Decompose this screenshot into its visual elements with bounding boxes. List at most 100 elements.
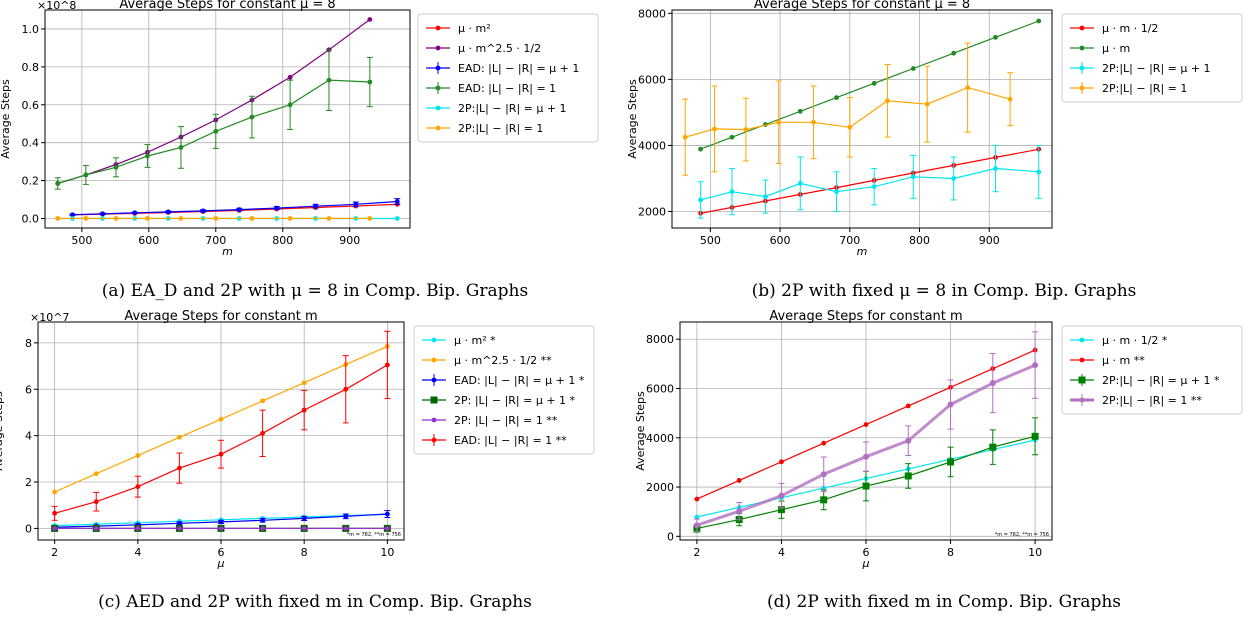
data-point xyxy=(218,525,224,531)
legend-label: 2P:|L| − |R| = 1 ** xyxy=(1102,394,1202,407)
data-point xyxy=(736,508,743,515)
data-point xyxy=(989,380,996,387)
legend-marker xyxy=(431,357,437,363)
legend-box xyxy=(413,325,595,455)
x-tick-label: 2 xyxy=(693,546,700,559)
data-point xyxy=(394,216,400,221)
data-point xyxy=(326,216,332,221)
x-tick-label: 800 xyxy=(272,234,293,247)
data-point xyxy=(834,95,839,100)
data-point xyxy=(177,520,182,526)
data-point xyxy=(910,174,916,180)
data-point xyxy=(1007,96,1013,102)
data-point xyxy=(384,362,390,368)
legend-marker xyxy=(1079,337,1085,343)
data-point xyxy=(218,519,224,525)
data-point xyxy=(862,482,870,490)
data-point xyxy=(863,422,869,427)
chart-title: Average Steps for constant m xyxy=(769,309,962,324)
data-point xyxy=(343,513,349,519)
data-point xyxy=(1036,169,1042,175)
legend-label: 2P:|L| − |R| = 1 xyxy=(458,122,543,135)
caption-d: (d) 2P with fixed m in Comp. Bip. Graphs xyxy=(766,592,1122,612)
x-axis-label: μ xyxy=(217,557,225,570)
x-tick-label: 10 xyxy=(380,546,394,559)
caption-a: (a) EA_D and 2P with μ = 8 in Comp. Bip.… xyxy=(101,281,529,301)
y-axis-label: Average Steps xyxy=(634,391,647,471)
data-point xyxy=(93,526,99,531)
legend-label: μ · m ** xyxy=(1102,354,1145,367)
x-tick-label: 900 xyxy=(339,234,360,247)
data-point xyxy=(367,17,373,22)
data-point xyxy=(313,203,318,209)
data-point xyxy=(693,522,700,529)
data-point xyxy=(797,108,803,114)
data-point xyxy=(113,164,119,170)
data-point xyxy=(83,216,89,221)
data-point xyxy=(213,216,219,221)
series-line xyxy=(685,86,1011,138)
data-point xyxy=(135,484,141,490)
data-point xyxy=(871,184,877,190)
data-point xyxy=(343,525,349,531)
chart-title: Average Steps for constant μ = 8 xyxy=(119,0,335,12)
data-point xyxy=(55,181,61,186)
legend-marker xyxy=(430,396,438,404)
data-point xyxy=(113,216,119,221)
data-point xyxy=(165,209,171,215)
data-point xyxy=(100,211,105,217)
y-tick-label: 0.4 xyxy=(22,137,40,150)
data-point xyxy=(301,516,307,521)
y-tick-label: 8000 xyxy=(638,7,666,20)
caption-c: (c) AED and 2P with fixed m in Comp. Bip… xyxy=(98,592,532,612)
data-point xyxy=(1031,432,1039,440)
data-point xyxy=(682,134,688,140)
legend-marker xyxy=(1079,357,1085,363)
legend-marker xyxy=(431,417,437,423)
data-point xyxy=(993,34,998,40)
x-axis-label: m xyxy=(857,245,868,258)
data-point xyxy=(384,511,390,517)
series-line xyxy=(700,167,1039,201)
y-tick-label: 0 xyxy=(667,530,674,543)
x-tick-label: 500 xyxy=(71,234,92,247)
legend-label: μ · m² xyxy=(458,22,491,35)
data-point xyxy=(177,465,182,471)
data-point xyxy=(736,478,742,483)
data-point xyxy=(353,201,359,207)
legend-label: 2P:|L| − |R| = μ + 1 * xyxy=(1102,374,1220,387)
data-point xyxy=(260,430,265,436)
footnote: *m = 782, **m = 756 xyxy=(995,532,1049,538)
legend-marker xyxy=(431,337,437,343)
data-point xyxy=(777,506,785,514)
data-point xyxy=(367,216,373,221)
data-point xyxy=(778,492,785,499)
y-tick-label: 0.0 xyxy=(22,213,40,226)
legend-marker xyxy=(431,437,437,443)
legend-box xyxy=(417,13,599,143)
data-point xyxy=(249,114,255,120)
legend-label: EAD: |L| − |R| = μ + 1 * xyxy=(454,374,585,387)
data-point xyxy=(820,471,827,478)
data-point xyxy=(93,499,99,505)
data-point xyxy=(145,216,150,221)
data-point xyxy=(947,401,954,408)
data-point xyxy=(905,437,912,444)
data-point xyxy=(301,525,307,531)
data-point xyxy=(287,74,293,80)
legend-marker xyxy=(1079,25,1085,31)
y-tick-label: 2000 xyxy=(646,481,674,494)
chart-a: 500 600 700 800 900 0.0 0.2 0.4 0.6 0.8 1.0 Average… xyxy=(0,0,599,258)
data-point xyxy=(274,205,280,211)
chart-title: Average Steps for constant m xyxy=(124,309,317,324)
legend-label: 2P:|L| − |R| = μ + 1 xyxy=(458,102,567,115)
data-point xyxy=(83,172,89,178)
x-tick-label: 4 xyxy=(134,546,141,559)
legend-marker xyxy=(1079,85,1085,91)
data-point xyxy=(698,146,703,152)
y-tick-label: 4000 xyxy=(638,139,666,152)
data-point xyxy=(779,459,784,465)
data-point xyxy=(367,79,373,85)
y-tick-label: 0.2 xyxy=(22,175,40,188)
